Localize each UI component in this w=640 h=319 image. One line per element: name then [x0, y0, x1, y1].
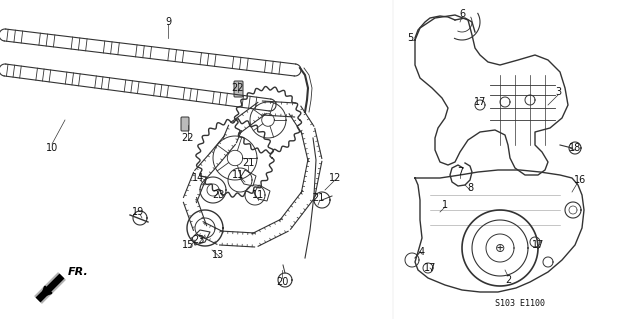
Text: 8: 8 — [467, 183, 473, 193]
Text: 15: 15 — [182, 240, 194, 250]
Text: 22: 22 — [182, 133, 195, 143]
Text: ⊕: ⊕ — [495, 241, 505, 255]
Text: FR.: FR. — [68, 267, 89, 277]
Text: 5: 5 — [407, 33, 413, 43]
Text: 4: 4 — [419, 247, 425, 257]
Text: 21: 21 — [242, 158, 254, 168]
Text: 17: 17 — [474, 97, 486, 107]
Text: 2: 2 — [505, 275, 511, 285]
Text: 19: 19 — [132, 207, 144, 217]
Text: 6: 6 — [459, 9, 465, 19]
Text: 16: 16 — [574, 175, 586, 185]
Text: 17: 17 — [424, 263, 436, 273]
Text: 9: 9 — [165, 17, 171, 27]
Text: 12: 12 — [329, 173, 341, 183]
Text: 20: 20 — [276, 277, 288, 287]
Text: 3: 3 — [555, 87, 561, 97]
Text: 13: 13 — [212, 250, 224, 260]
Text: 7: 7 — [457, 167, 463, 177]
FancyBboxPatch shape — [181, 117, 189, 131]
FancyBboxPatch shape — [234, 81, 243, 97]
Text: 23: 23 — [192, 235, 204, 245]
Text: 10: 10 — [46, 143, 58, 153]
Text: 11: 11 — [232, 170, 244, 180]
Text: 21: 21 — [312, 193, 324, 203]
Text: 23: 23 — [212, 190, 224, 200]
Text: 1: 1 — [442, 200, 448, 210]
Text: 11: 11 — [252, 190, 264, 200]
Text: 14: 14 — [192, 173, 204, 183]
Text: 22: 22 — [232, 83, 244, 93]
Text: 18: 18 — [569, 143, 581, 153]
Text: S103 E1100: S103 E1100 — [495, 299, 545, 308]
Text: 17: 17 — [532, 240, 544, 250]
